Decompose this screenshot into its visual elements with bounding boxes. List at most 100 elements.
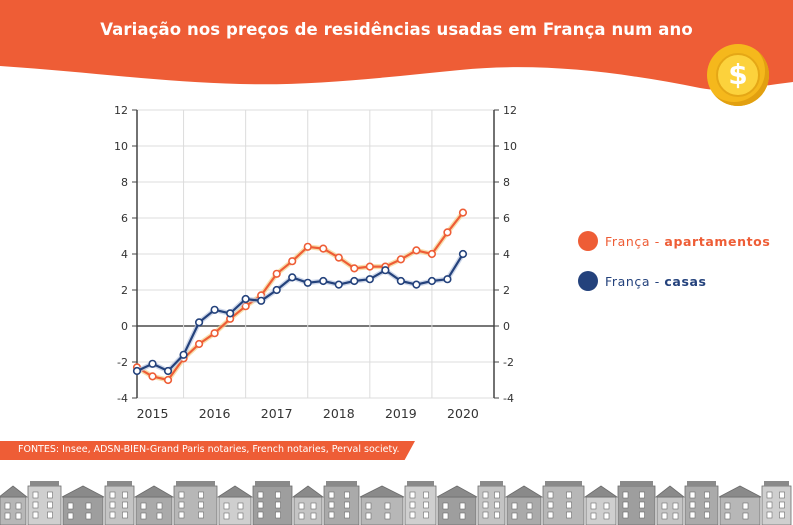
- house-wall: [585, 496, 617, 525]
- data-point: [148, 359, 157, 368]
- data-point: [272, 269, 281, 278]
- house-window: [178, 511, 185, 519]
- house-window: [15, 512, 22, 520]
- house-window: [198, 501, 204, 509]
- y-tick-label-right: 2: [503, 284, 510, 297]
- house-wall: [404, 485, 437, 525]
- data-point: [132, 366, 142, 376]
- legend-label-apartments: França - apartamentos: [605, 234, 770, 249]
- house-wall: [506, 496, 542, 525]
- house-window: [482, 511, 489, 519]
- house-window: [223, 512, 230, 520]
- data-point: [334, 280, 343, 289]
- house-window: [275, 491, 281, 499]
- house-window: [766, 511, 773, 519]
- house-window: [566, 491, 572, 499]
- house-roof: [504, 485, 544, 498]
- x-tick-label: 2019: [385, 406, 417, 421]
- house-roof: [583, 485, 619, 498]
- house-window: [237, 512, 244, 520]
- house-window: [178, 491, 185, 499]
- house-wall: [761, 485, 792, 525]
- x-tick-label: 2015: [137, 406, 169, 421]
- legend-swatch-houses: [578, 271, 598, 291]
- skyline-house: [404, 481, 437, 525]
- skyline-house: [583, 485, 619, 525]
- house-window: [156, 502, 163, 510]
- house-window: [109, 491, 116, 499]
- data-point: [381, 266, 390, 275]
- house-roof: [216, 485, 254, 498]
- house-window: [109, 501, 116, 509]
- y-tick-label-left: -4: [117, 392, 128, 405]
- y-tick-label-right: 8: [503, 176, 510, 189]
- skyline-house: [477, 481, 506, 525]
- house-window: [344, 501, 350, 509]
- house-window: [689, 491, 696, 499]
- skyline-house: [718, 485, 762, 525]
- data-point: [458, 208, 468, 217]
- house-window: [47, 511, 53, 519]
- house-window: [724, 512, 731, 520]
- house-window: [603, 512, 610, 520]
- house-wall: [104, 485, 135, 525]
- house-window: [779, 491, 785, 499]
- house-roof: [0, 485, 29, 498]
- house-roof: [764, 481, 789, 486]
- house-window: [122, 511, 128, 519]
- house-roof: [176, 481, 215, 486]
- header-band-shape: [0, 0, 793, 90]
- skyline-house: [173, 481, 218, 525]
- house-window: [4, 502, 11, 510]
- data-point: [350, 264, 359, 273]
- y-tick-label-left: -2: [117, 356, 128, 369]
- skyline-house: [542, 481, 585, 525]
- data-point: [458, 249, 468, 259]
- house-window: [526, 512, 533, 520]
- y-tick-label-left: 10: [114, 140, 128, 153]
- y-tick-label-right: 10: [503, 140, 517, 153]
- house-roof: [61, 485, 105, 498]
- skyline-house: [436, 485, 478, 525]
- house-window: [310, 502, 317, 510]
- house-window: [298, 512, 305, 520]
- data-point: [194, 339, 204, 349]
- house-window: [724, 502, 731, 510]
- house-window: [494, 491, 500, 499]
- house-window: [742, 512, 749, 520]
- house-window: [384, 512, 391, 520]
- house-window: [566, 511, 572, 519]
- data-point: [396, 276, 405, 286]
- house-window: [689, 511, 696, 519]
- data-point: [303, 278, 312, 287]
- house-window: [122, 491, 128, 499]
- house-wall: [0, 496, 27, 525]
- data-point: [412, 246, 421, 255]
- house-window: [639, 501, 645, 509]
- house-window: [494, 501, 500, 509]
- house-window: [328, 491, 335, 499]
- house-window: [590, 512, 597, 520]
- skyline-house: [216, 485, 254, 525]
- y-tick-label-left: 0: [121, 320, 128, 333]
- house-window: [328, 511, 335, 519]
- house-window: [344, 511, 350, 519]
- house-window: [109, 511, 116, 519]
- house-window: [409, 511, 416, 519]
- data-point: [288, 257, 297, 266]
- houses-skyline-illustration: [0, 481, 792, 525]
- data-point: [226, 309, 235, 318]
- skyline-house: [617, 481, 656, 525]
- source-text: FONTES: Insee, ADSN-BIEN-Grand Paris not…: [18, 444, 400, 455]
- skyline-house: [0, 485, 29, 525]
- legend-item-apartments: França - apartamentos: [578, 230, 770, 252]
- house-window: [423, 511, 429, 519]
- legend-prefix-apartments: França -: [605, 233, 665, 249]
- legend-item-houses: França - casas: [578, 270, 707, 292]
- dollar-coin-icon: $: [707, 44, 769, 106]
- house-wall: [719, 496, 761, 525]
- house-window: [704, 511, 710, 519]
- house-window: [672, 512, 679, 520]
- house-window: [47, 501, 53, 509]
- skyline-house: [684, 481, 719, 525]
